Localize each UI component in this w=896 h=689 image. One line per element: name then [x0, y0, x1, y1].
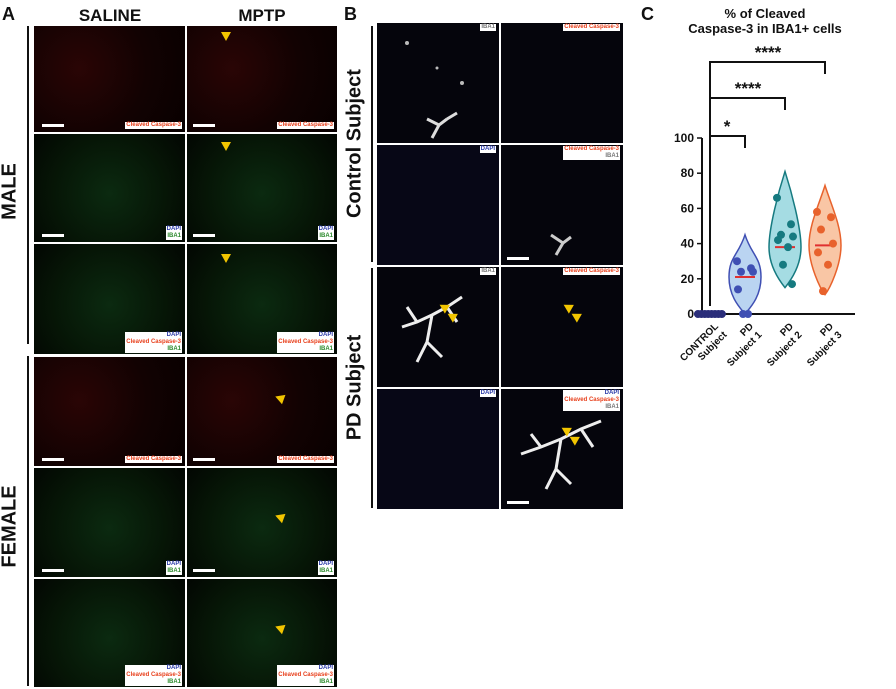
- male-saline-cc3-image: Cleaved Caspase-3: [34, 26, 185, 132]
- pd-merge-image: DAPI Cleaved Caspase-3 IBA1: [501, 389, 623, 509]
- y-tick-label: 80: [681, 166, 695, 180]
- y-tick-label: 0: [687, 307, 694, 321]
- arrowhead-icon: [569, 309, 582, 323]
- row-label-female: FEMALE: [0, 485, 21, 568]
- data-point: [784, 243, 792, 252]
- arrowhead-icon: [273, 621, 286, 635]
- col-header-mptp: MPTP: [238, 6, 286, 25]
- female-mptp-dapi-iba1-image: DAPI IBA1: [187, 468, 337, 577]
- row-label-male: MALE: [0, 163, 21, 220]
- male-mptp-cc3-image: Cleaved Caspase-3: [187, 26, 337, 132]
- y-tick-label: 60: [681, 201, 695, 215]
- significance-label: *: [724, 117, 731, 136]
- data-point: [774, 236, 782, 245]
- row-label-pd: PD Subject: [343, 334, 366, 441]
- control-merge-image: Cleaved Caspase-3 IBA1: [501, 145, 623, 265]
- data-point: [813, 207, 821, 216]
- female-mptp-merge-image: DAPI Cleaved Caspase-3 IBA1: [187, 579, 337, 687]
- data-point: [734, 285, 742, 294]
- female-saline-cc3-image: Cleaved Caspase-3: [34, 357, 185, 466]
- col-header-saline: SALINE: [78, 6, 142, 25]
- male-bracket: [27, 26, 29, 344]
- significance-bracket: [709, 61, 826, 306]
- arrowhead-icon: [221, 32, 231, 41]
- control-bracket: [371, 26, 373, 262]
- male-mptp-merge-image: DAPI Cleaved Caspase-3 IBA1: [187, 244, 337, 354]
- data-point: [817, 225, 825, 234]
- chart-title-line-2: Caspase-3 in IBA1+ cells: [688, 21, 842, 36]
- data-point: [773, 193, 781, 202]
- significance-label: ****: [755, 43, 782, 62]
- pd-dapi-image: DAPI: [377, 389, 499, 509]
- male-saline-merge-image: DAPI Cleaved Caspase-3 IBA1: [34, 244, 185, 354]
- control-dapi-image: DAPI: [377, 145, 499, 265]
- data-point: [789, 232, 797, 241]
- male-mptp-dapi-iba1-image: DAPI IBA1: [187, 134, 337, 242]
- arrowhead-icon: [221, 254, 231, 263]
- male-saline-dapi-iba1-image: DAPI IBA1: [34, 134, 185, 242]
- violin-shape: [768, 168, 802, 289]
- microglia-shape: [520, 419, 602, 490]
- microglia-shape: [405, 41, 464, 139]
- y-tick-label: 40: [681, 237, 695, 251]
- y-tick-label: 100: [674, 131, 694, 145]
- data-point: [827, 213, 835, 222]
- microglia-shape: [550, 233, 572, 256]
- data-point: [829, 239, 837, 248]
- data-point: [749, 267, 757, 276]
- microglia-shape: [401, 295, 463, 363]
- arrowhead-icon: [221, 142, 231, 151]
- data-point: [824, 260, 832, 269]
- y-tick-label: 20: [681, 272, 695, 286]
- chart-title-line-1: % of Cleaved: [724, 6, 806, 21]
- data-point: [814, 248, 822, 257]
- panel-a-label: A: [2, 4, 15, 24]
- data-point: [788, 280, 796, 289]
- chart-title: % of Cleaved Caspase-3 in IBA1+ cells: [650, 6, 880, 36]
- violin-shape: [808, 183, 842, 296]
- female-bracket: [27, 356, 29, 686]
- control-iba1-image: IBA1: [377, 23, 499, 143]
- data-point: [819, 287, 827, 296]
- data-point: [737, 267, 745, 276]
- data-point: [787, 220, 795, 229]
- significance-label: ****: [735, 79, 762, 98]
- female-saline-merge-image: DAPI Cleaved Caspase-3 IBA1: [34, 579, 185, 687]
- panel-c-label: C: [641, 4, 654, 24]
- violin-shape: [728, 232, 762, 316]
- row-label-control: Control Subject: [343, 69, 366, 218]
- data-point: [779, 260, 787, 269]
- data-point: [717, 310, 726, 318]
- pd-cc3-image: Cleaved Caspase-3: [501, 267, 623, 387]
- arrowhead-icon: [273, 510, 286, 524]
- data-point: [739, 310, 747, 318]
- control-cc3-image: Cleaved Caspase-3: [501, 23, 623, 143]
- pd-iba1-image: IBA1: [377, 267, 499, 387]
- arrowhead-icon: [273, 391, 286, 405]
- female-mptp-cc3-image: Cleaved Caspase-3: [187, 357, 337, 466]
- pd-bracket: [371, 268, 373, 508]
- data-point: [733, 257, 741, 266]
- female-saline-dapi-iba1-image: DAPI IBA1: [34, 468, 185, 577]
- panel-b-label: B: [344, 4, 357, 24]
